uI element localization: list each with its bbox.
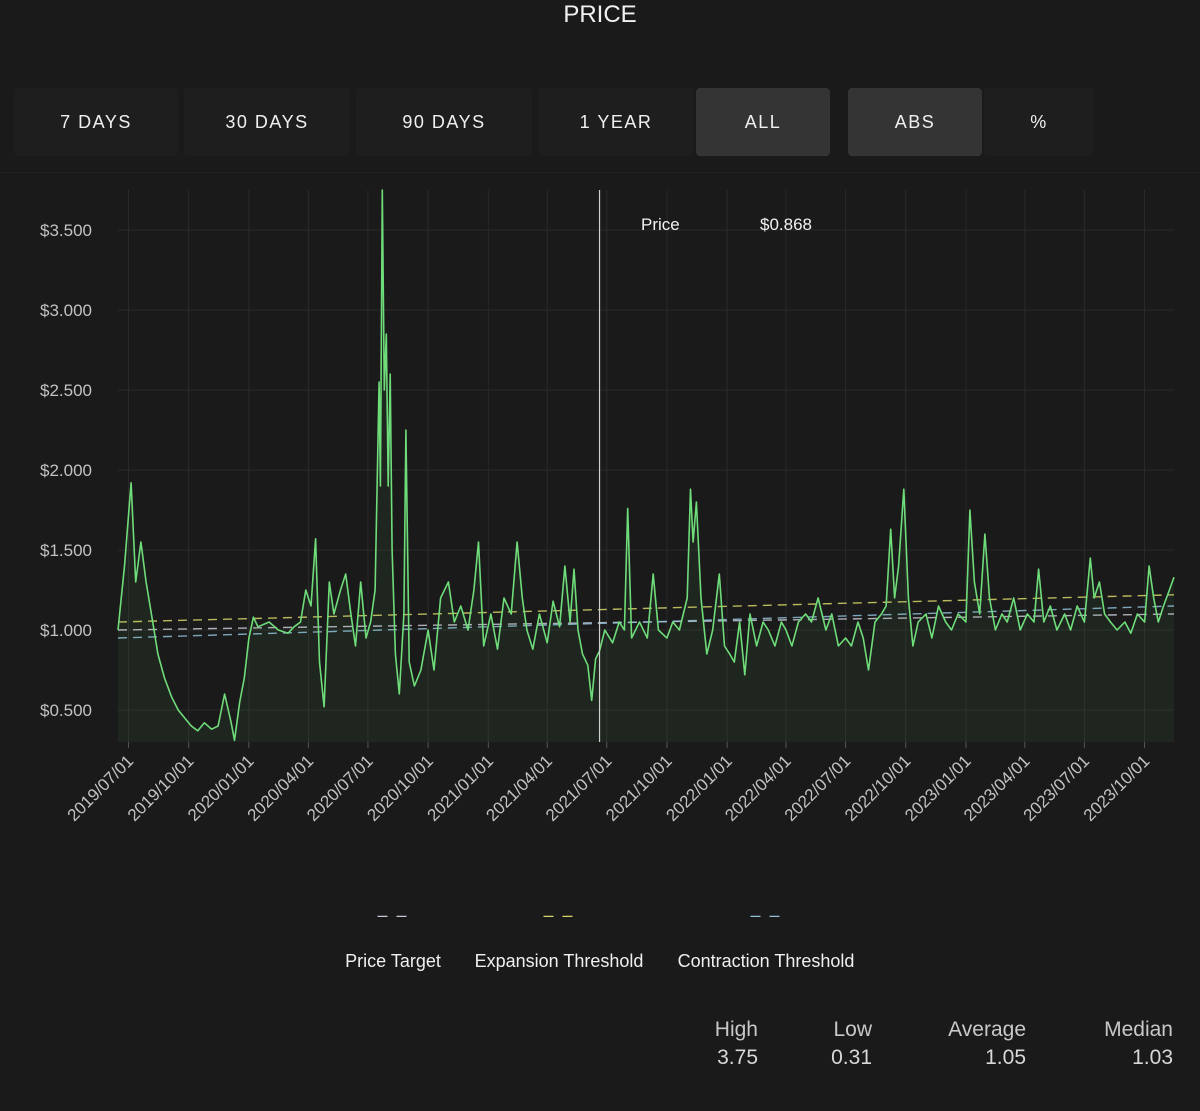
range-1-year-button[interactable]: 1 YEAR: [538, 88, 694, 156]
price-area-fill: [118, 190, 1174, 742]
range-7-days-button[interactable]: 7 DAYS: [14, 88, 178, 156]
stat-label: Average: [948, 1018, 1026, 1041]
expansion-threshold-line: [117, 594, 1175, 623]
y-tick-label: $0.500: [40, 701, 92, 720]
y-tick-label: $1.000: [40, 621, 92, 640]
stat-median: Median 1.03: [1073, 1016, 1173, 1072]
price-series-line: [117, 189, 1175, 742]
page-title: PRICE: [563, 1, 637, 28]
legend-expansion-threshold[interactable]: – – Expansion Threshold: [470, 905, 648, 972]
stat-value: 3.75: [717, 1046, 758, 1069]
stat-value: 1.05: [985, 1046, 1026, 1069]
stat-label: Median: [1104, 1018, 1173, 1041]
price-chart[interactable]: $0.500 $1.000 $1.500 $2.000 $2.500 $3.000 $3.5…: [0, 180, 1200, 880]
legend-label: Expansion Threshold: [474, 951, 644, 971]
stat-value: 1.03: [1132, 1046, 1173, 1069]
legend-swatch-contraction: – –: [750, 905, 782, 925]
x-axis-labels: 2019/07/012019/10/012020/01/012020/04/01…: [64, 751, 1154, 825]
threshold-lines: [117, 594, 1175, 639]
stat-value: 0.31: [831, 1046, 872, 1069]
tooltip-value: $0.868: [760, 215, 812, 234]
stat-label: Low: [833, 1018, 872, 1041]
y-tick-label: $3.000: [40, 301, 92, 320]
range-toolbar: 7 DAYS 30 DAYS 90 DAYS 1 YEAR ALL ABS %: [14, 88, 1094, 156]
mode-abs-button[interactable]: ABS: [848, 88, 982, 156]
stat-average: Average 1.05: [916, 1016, 1026, 1072]
range-30-days-button[interactable]: 30 DAYS: [184, 88, 350, 156]
y-tick-label: $1.500: [40, 541, 92, 560]
legend-contraction-threshold[interactable]: – – Contraction Threshold: [670, 905, 862, 972]
stat-high: High 3.75: [678, 1016, 758, 1072]
legend-swatch-expansion: – –: [543, 905, 575, 925]
range-all-button[interactable]: ALL: [696, 88, 830, 156]
x-tick-label: 2023/10/01: [1080, 751, 1154, 825]
stat-label: High: [714, 1018, 758, 1041]
chart-legend: – – Price Target – – Expansion Threshold…: [0, 905, 1200, 985]
chart-grid: [118, 190, 1174, 748]
mode-percent-button[interactable]: %: [984, 88, 1094, 156]
legend-label: Contraction Threshold: [677, 951, 855, 971]
legend-price-target[interactable]: – – Price Target: [338, 905, 448, 972]
contraction-threshold-line: [117, 605, 1175, 639]
range-90-days-button[interactable]: 90 DAYS: [356, 88, 532, 156]
stat-low: Low 0.31: [792, 1016, 872, 1072]
legend-swatch-price-target: – –: [377, 905, 409, 925]
y-axis-labels: $0.500 $1.000 $1.500 $2.000 $2.500 $3.000 $3.5…: [40, 221, 92, 720]
y-tick-label: $2.000: [40, 461, 92, 480]
tooltip-label: Price: [641, 215, 680, 234]
toolbar-divider: [0, 172, 1200, 173]
y-tick-label: $3.500: [40, 221, 92, 240]
legend-label: Price Target: [345, 951, 441, 971]
y-tick-label: $2.500: [40, 381, 92, 400]
